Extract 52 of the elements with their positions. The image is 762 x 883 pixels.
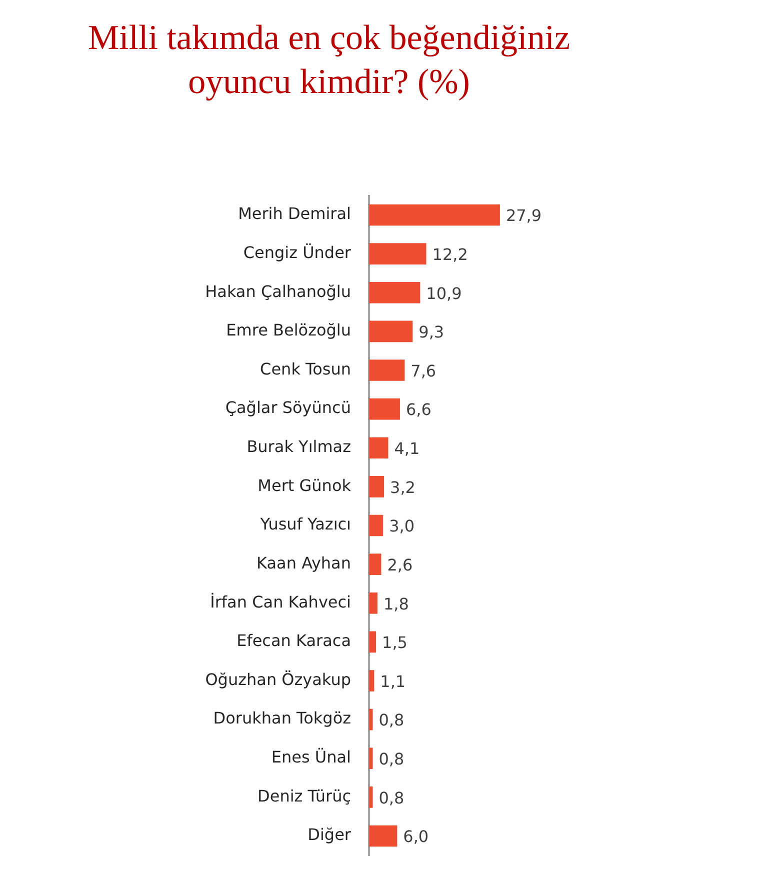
data-label: 0,8 [378, 710, 404, 730]
data-label: 10,9 [426, 284, 462, 303]
data-label: 4,1 [394, 439, 420, 458]
data-label: 27,9 [506, 206, 542, 226]
y-tick-label: İrfan Can Kahveci [210, 592, 351, 612]
data-label: 1,1 [380, 672, 406, 691]
y-tick-label: Deniz Türüç [258, 786, 351, 806]
y-tick-label: Çağlar Söyüncü [225, 398, 351, 418]
data-label: 6,6 [406, 400, 432, 420]
bar [369, 398, 400, 420]
data-label: 1,8 [383, 594, 409, 614]
bar [369, 631, 376, 653]
y-tick-label: Dorukhan Tokgöz [213, 708, 351, 728]
data-label: 3,2 [390, 478, 416, 497]
y-tick-label: Diğer [308, 825, 352, 844]
y-tick-label: Mert Günok [258, 476, 352, 495]
y-tick-label: Oğuzhan Özyakup [205, 670, 351, 689]
bar [369, 204, 500, 226]
bar [369, 554, 382, 575]
data-label: 6,0 [403, 827, 429, 846]
bar [369, 320, 413, 342]
y-tick-label: Burak Yılmaz [246, 437, 351, 456]
data-label: 2,6 [387, 555, 413, 574]
y-tick-label: Cenk Tosun [260, 359, 351, 378]
data-label: 3,0 [389, 516, 415, 536]
y-tick-label: Kaan Ayhan [256, 553, 351, 572]
y-tick-label: Enes Ünal [271, 748, 351, 767]
bar [369, 748, 373, 770]
data-label: 0,8 [378, 788, 404, 808]
bar [369, 282, 420, 304]
y-tick-label: Cengiz Ünder [243, 242, 352, 262]
bar [369, 592, 378, 614]
y-tick-label: Merih Demiral [238, 204, 351, 224]
bar [369, 514, 384, 536]
data-label: 1,5 [382, 633, 408, 652]
y-tick-label: Emre Belözoğlu [226, 320, 351, 340]
chart-title: Milli takımda en çok beğendiğiniz oyuncu kimdir? (%) [86, 17, 572, 103]
bar [369, 476, 384, 498]
bar [369, 360, 405, 381]
data-label: 7,6 [410, 361, 436, 380]
y-tick-label: Efecan Karaca [236, 631, 351, 650]
data-label: 9,3 [418, 322, 444, 342]
bar [369, 243, 426, 264]
y-tick-label: Hakan Çalhanoğlu [205, 282, 351, 301]
bar [369, 786, 373, 808]
bar [369, 670, 374, 692]
bar [369, 708, 373, 730]
bar [369, 825, 398, 847]
y-tick-label: Yusuf Yazıcı [259, 514, 351, 534]
data-label: 0,8 [378, 750, 404, 769]
data-label: 12,2 [432, 244, 468, 264]
bar [369, 437, 388, 459]
